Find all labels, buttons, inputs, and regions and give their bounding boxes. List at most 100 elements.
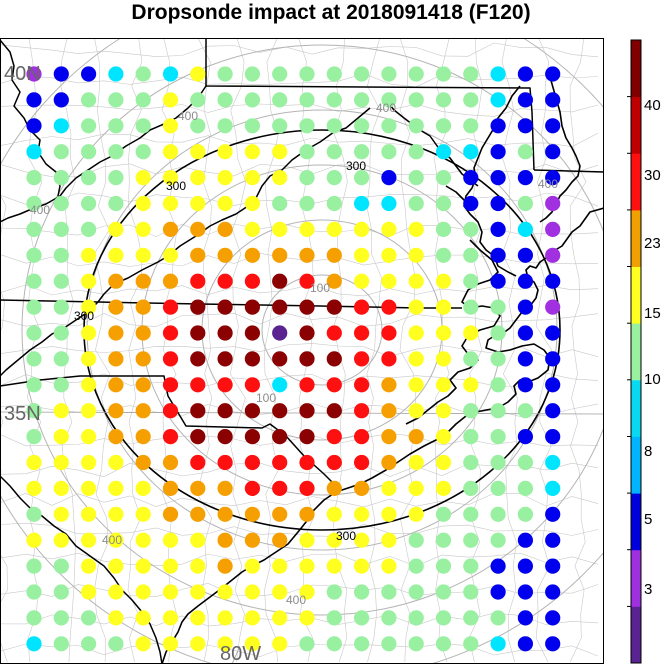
impact-dot xyxy=(190,66,206,82)
impact-dot xyxy=(162,144,179,160)
impact-dot xyxy=(435,92,452,108)
colorbar-swatch xyxy=(631,266,641,324)
impact-dot xyxy=(108,221,124,237)
impact-dot xyxy=(545,247,561,263)
impact-dot xyxy=(108,247,124,263)
impact-dot xyxy=(162,429,179,445)
impact-dot xyxy=(26,299,42,315)
impact-dot xyxy=(26,636,42,652)
impact-dot xyxy=(162,351,179,367)
impact-dot xyxy=(190,118,206,134)
impact-dot xyxy=(381,454,397,471)
impact-dot xyxy=(26,532,42,548)
impact-dot xyxy=(326,299,342,315)
impact-dot xyxy=(108,584,124,600)
impact-dot xyxy=(408,532,424,548)
impact-dot xyxy=(53,92,69,108)
boundary-wv-va xyxy=(97,107,371,303)
impact-dot xyxy=(463,325,479,341)
impact-dot xyxy=(435,351,452,367)
impact-dot xyxy=(463,429,479,445)
range-ring-label: 400 xyxy=(30,203,50,217)
impact-dot xyxy=(244,480,260,496)
impact-dot xyxy=(517,454,534,471)
impact-dot xyxy=(381,195,397,212)
longitude-line-80w xyxy=(231,645,241,664)
impact-dot xyxy=(81,377,97,393)
county-line xyxy=(535,38,553,663)
impact-dot xyxy=(354,351,370,367)
impact-dot xyxy=(190,610,206,626)
lat-label-35n: 35N xyxy=(4,403,41,425)
impact-dot xyxy=(545,506,561,522)
impact-dot xyxy=(354,506,370,522)
impact-dot xyxy=(217,299,233,315)
impact-dot xyxy=(108,144,124,160)
range-ring-label: 100 xyxy=(310,281,330,295)
impact-dot xyxy=(244,429,260,445)
impact-dot xyxy=(272,480,288,496)
impact-dot xyxy=(217,66,233,82)
impact-dot xyxy=(408,92,424,108)
impact-dot xyxy=(53,454,69,471)
impact-dot xyxy=(162,247,179,263)
impact-dot xyxy=(190,636,206,652)
impact-dot xyxy=(190,92,206,108)
impact-dot xyxy=(26,403,42,419)
colorbar-label: 15 xyxy=(644,305,661,322)
impact-dot xyxy=(354,92,370,108)
impact-dot xyxy=(217,610,233,626)
impact-dot xyxy=(108,351,124,367)
impact-dot xyxy=(490,195,506,212)
colorbar-swatch xyxy=(631,153,641,211)
colorbar-swatch xyxy=(631,96,641,154)
impact-dot xyxy=(272,403,288,419)
impact-dot xyxy=(435,558,452,574)
impact-dot xyxy=(517,532,534,548)
impact-dot xyxy=(354,273,370,289)
impact-dot xyxy=(490,480,506,496)
impact-dot xyxy=(408,66,424,82)
impact-dot xyxy=(26,170,42,186)
impact-dot xyxy=(244,584,260,600)
impact-dot xyxy=(435,480,452,496)
impact-dot xyxy=(354,377,370,393)
impact-dot xyxy=(26,610,42,626)
impact-dot xyxy=(81,610,97,626)
impact-dot xyxy=(517,584,534,600)
impact-dot xyxy=(326,636,342,652)
impact-dot xyxy=(490,506,506,522)
impact-dot xyxy=(354,532,370,548)
impact-dot xyxy=(545,118,561,134)
impact-dot xyxy=(545,221,561,237)
range-ring-label: 100 xyxy=(256,391,276,405)
impact-dot xyxy=(135,584,151,600)
impact-dot xyxy=(381,325,397,341)
impact-dot xyxy=(26,247,42,263)
impact-dot xyxy=(190,247,206,263)
impact-dot xyxy=(435,144,452,160)
impact-dot xyxy=(217,118,233,134)
impact-dot xyxy=(217,377,233,393)
impact-dot xyxy=(190,351,206,367)
impact-dot xyxy=(299,144,315,160)
county-line xyxy=(0,132,599,148)
impact-dot xyxy=(517,480,534,496)
impact-dot xyxy=(135,351,151,367)
impact-dot xyxy=(490,247,506,263)
impact-dot xyxy=(517,351,534,367)
impact-dot xyxy=(326,66,342,82)
impact-dot xyxy=(244,506,260,522)
impact-dot xyxy=(53,506,69,522)
impact-dot xyxy=(81,66,97,82)
impact-dot xyxy=(53,247,69,263)
impact-dot xyxy=(463,299,479,315)
impact-dot xyxy=(517,325,534,341)
impact-dot xyxy=(190,299,206,315)
impact-dot xyxy=(272,66,288,82)
impact-dot xyxy=(190,429,206,445)
impact-dot xyxy=(354,144,370,160)
impact-dot xyxy=(354,170,370,186)
impact-dot xyxy=(463,506,479,522)
impact-dot xyxy=(217,247,233,263)
